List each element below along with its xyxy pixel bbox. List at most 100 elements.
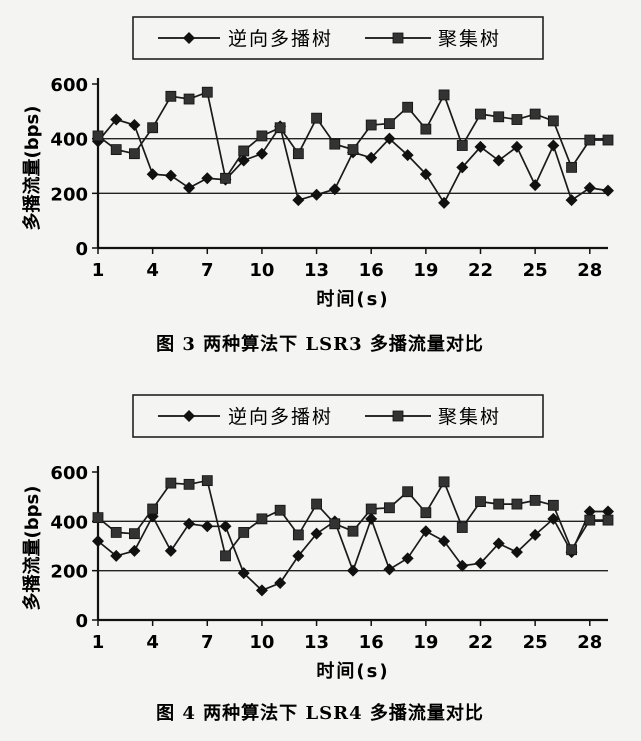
data-point: [510, 546, 523, 559]
x-tick-label: 22: [468, 632, 493, 653]
data-point: [456, 559, 469, 572]
data-point: [584, 134, 596, 146]
data-point: [584, 514, 596, 526]
data-point: [129, 528, 140, 540]
data-point: [347, 564, 359, 577]
data-point: [365, 503, 377, 515]
data-point: [529, 528, 542, 541]
data-point: [510, 140, 523, 153]
legend-item: 聚集树: [365, 406, 499, 428]
x-tick-label: 4: [146, 260, 159, 281]
data-point: [602, 184, 614, 197]
data-point: [402, 101, 414, 113]
x-tick-label: 13: [304, 260, 329, 281]
data-point: [401, 149, 414, 162]
data-point: [529, 108, 541, 120]
data-point: [566, 161, 577, 173]
legend-marker: [183, 32, 195, 44]
data-point: [383, 132, 396, 145]
y-tick-label: 600: [50, 75, 88, 96]
data-point: [384, 118, 395, 130]
x-tick-label: 25: [523, 260, 548, 281]
data-point: [493, 111, 505, 123]
x-tick-label: 4: [146, 632, 159, 653]
data-point: [493, 498, 505, 510]
data-point: [183, 181, 196, 194]
y-tick-label: 600: [50, 463, 88, 484]
data-point: [419, 168, 432, 181]
x-tick-label: 19: [413, 632, 438, 653]
data-point: [238, 145, 250, 157]
data-point: [274, 122, 286, 134]
data-point: [220, 172, 231, 184]
data-point: [547, 139, 560, 152]
data-point: [92, 130, 104, 142]
x-tick-label: 28: [577, 260, 602, 281]
data-point: [384, 502, 395, 514]
x-axis-title: 时间(s): [316, 289, 389, 310]
legend: 逆向多播树 聚集树: [132, 394, 544, 438]
data-point: [329, 138, 341, 150]
data-point: [129, 148, 140, 160]
data-point: [201, 172, 214, 185]
data-point: [328, 183, 341, 196]
data-point: [419, 525, 432, 538]
series: [92, 86, 614, 184]
y-tick-label: 400: [50, 512, 88, 533]
data-point: [237, 154, 250, 167]
y-tick-label: 0: [75, 611, 88, 632]
data-point: [402, 486, 414, 498]
y-tick-label: 200: [50, 562, 88, 583]
data-point: [565, 194, 578, 207]
legend-label: 逆向多播树: [228, 406, 333, 428]
x-tick-label: 7: [201, 260, 214, 281]
x-tick-label: 7: [201, 632, 214, 653]
data-point: [602, 505, 614, 518]
data-point: [438, 476, 450, 488]
data-point: [92, 535, 104, 548]
chart-1: 逆向多播树 聚集树 0 200 400 600 1 4 7 10 13 16 19 22 25 28 多播流量(…: [21, 16, 614, 355]
data-point: [255, 584, 268, 597]
x-tick-label: 19: [413, 260, 438, 281]
data-point: [274, 504, 286, 516]
data-point: [201, 86, 213, 98]
data-point: [256, 513, 268, 525]
data-point: [128, 544, 141, 557]
data-point: [146, 168, 159, 181]
data-point: [365, 119, 377, 131]
data-point: [602, 134, 614, 146]
data-point: [310, 188, 323, 201]
legend-marker: [183, 410, 195, 422]
x-tick-label: 1: [92, 632, 105, 653]
data-point: [110, 527, 122, 538]
data-point: [329, 518, 341, 530]
legend-item: 聚集树: [365, 28, 501, 50]
figure-caption: 图 3 两种算法下 LSR3 多播流量对比: [156, 333, 484, 355]
data-point: [183, 93, 195, 105]
data-point: [128, 119, 141, 131]
data-point: [311, 498, 322, 510]
data-point: [183, 517, 196, 530]
x-tick-label: 16: [359, 632, 384, 653]
data-point: [219, 520, 232, 533]
data-point: [110, 144, 122, 156]
data-point: [547, 115, 559, 127]
x-tick-label: 25: [523, 632, 548, 653]
data-point: [474, 140, 487, 153]
legend-item: 逆向多播树: [158, 406, 333, 428]
data-point: [511, 114, 523, 125]
data-point: [547, 499, 559, 511]
series-line: [97, 118, 609, 205]
legend-label: 聚集树: [438, 28, 501, 50]
data-point: [311, 112, 322, 124]
data-point: [438, 535, 451, 548]
y-tick-label: 0: [75, 239, 88, 260]
data-point: [147, 503, 159, 515]
data-point: [456, 161, 469, 174]
x-tick-label: 10: [249, 632, 274, 653]
data-point: [164, 544, 177, 557]
data-point: [237, 567, 250, 580]
legend-marker: [392, 410, 404, 422]
data-point: [92, 512, 104, 524]
data-point: [365, 151, 378, 164]
